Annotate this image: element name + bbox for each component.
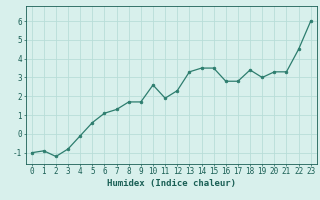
X-axis label: Humidex (Indice chaleur): Humidex (Indice chaleur) (107, 179, 236, 188)
